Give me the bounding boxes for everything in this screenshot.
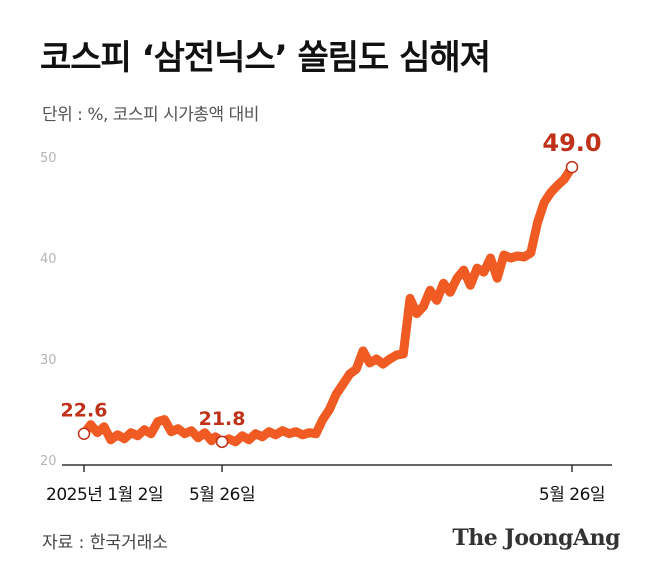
x-axis: 2025년 1월 2일 5월 26일 5월 26일 — [46, 465, 606, 505]
chart-title: 코스피 ‘삼전닉스’ 쏠림도 심해져 — [40, 38, 491, 78]
annotations: 22.6 21.8 49.0 — [61, 129, 602, 449]
annotation-label: 21.8 — [199, 408, 246, 430]
brand-logo: The JoongAng — [452, 525, 620, 551]
y-axis: 20 30 40 50 — [40, 151, 57, 469]
annotation-label: 22.6 — [61, 400, 108, 422]
annotation-marker — [565, 160, 579, 174]
annotation-marker — [215, 435, 229, 449]
series-line — [79, 162, 577, 447]
y-tick-label: 50 — [40, 151, 57, 166]
unit-label: 단위 : %, 코스피 시가총액 대비 — [42, 105, 259, 125]
x-tick-label: 5월 26일 — [539, 485, 605, 505]
annotation-label: 49.0 — [542, 129, 601, 157]
y-tick-label: 20 — [40, 454, 57, 469]
annotation-marker — [77, 427, 91, 440]
y-tick-label: 40 — [40, 252, 57, 267]
x-tick-label: 5월 26일 — [189, 485, 255, 505]
y-tick-label: 30 — [40, 353, 57, 368]
source-label: 자료 : 한국거래소 — [42, 533, 169, 553]
x-tick-label: 2025년 1월 2일 — [46, 485, 163, 505]
